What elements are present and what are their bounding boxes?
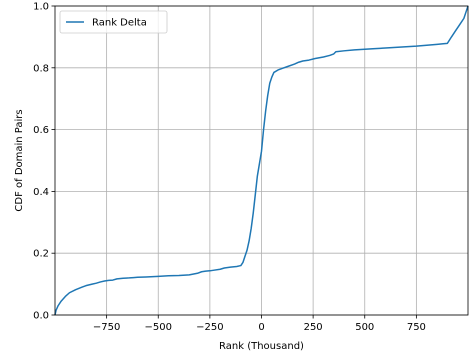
x-tick-label: −250 — [196, 322, 223, 333]
x-axis-label: Rank (Thousand) — [219, 341, 304, 352]
y-tick-label: 0.8 — [33, 63, 49, 74]
axis-ticks: −750 −500 −250 0 250 500 750 0.0 0.2 0.4 0.6 0.8 1.0 — [33, 2, 426, 334]
x-tick-label: 250 — [304, 322, 323, 333]
legend-box — [59, 10, 168, 34]
y-tick-label: 0.0 — [33, 311, 49, 322]
y-tick-label: 1.0 — [33, 2, 49, 13]
x-tick-label: 750 — [407, 322, 426, 333]
legend: Rank Delta — [59, 10, 168, 34]
x-tick-label: −500 — [145, 322, 172, 333]
series-line-rank-delta — [54, 5, 469, 316]
y-tick-label: 0.4 — [33, 187, 49, 198]
x-tick-label: 0 — [258, 322, 264, 333]
grid-lines — [55, 5, 468, 316]
legend-label-rank-delta: Rank Delta — [92, 18, 147, 29]
x-tick-label: 500 — [355, 322, 374, 333]
y-tick-label: 0.6 — [33, 125, 49, 136]
series-layer — [54, 5, 469, 316]
y-axis-label: CDF of Domain Pairs — [14, 109, 25, 211]
x-tick-label: −750 — [93, 322, 120, 333]
y-tick-label: 0.2 — [33, 249, 49, 260]
